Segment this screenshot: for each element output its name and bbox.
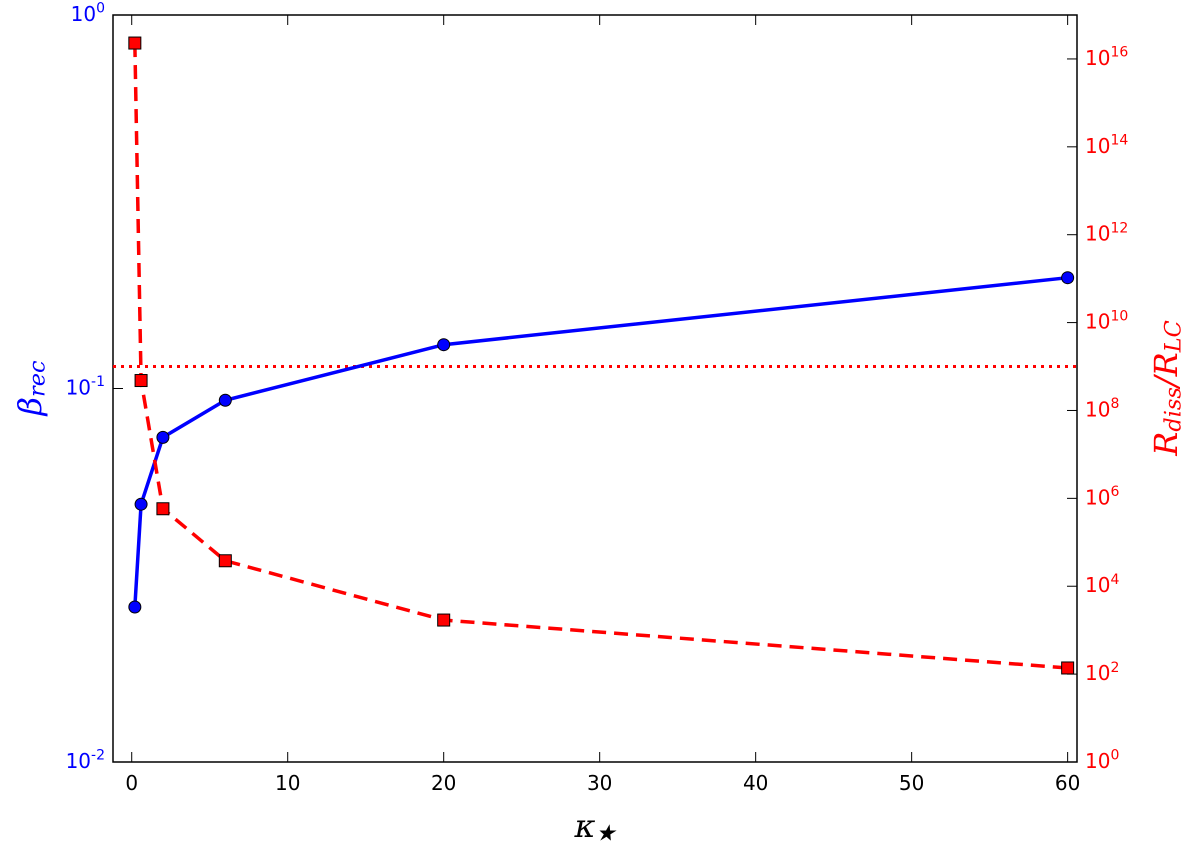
y2-tick-label: 102​ [1085,660,1119,685]
series-line [133,275,1068,608]
x-tick-label: 10 [275,771,300,795]
x-tick-label: 40 [743,771,768,795]
marker [156,502,170,516]
y-axis-label: βrec​ [11,360,51,416]
marker [128,36,142,50]
x-tick-label: 50 [899,771,924,795]
marker [134,497,148,511]
marker [156,430,170,444]
marker [1061,661,1075,675]
y2-axis-label: Rdiss​/RLC​ [1147,320,1187,456]
y-tick-label: 10-1​ [66,374,105,399]
x-tick-label: 0 [125,771,138,795]
marker [134,374,148,388]
x-tick-label: 30 [587,771,612,795]
y2-tick-label: 108​ [1085,396,1119,421]
y2-tick-label: 100​ [1085,748,1119,773]
x-tick-label: 60 [1055,771,1080,795]
x-tick-label: 20 [431,771,456,795]
y2-tick-label: 106​ [1085,484,1119,509]
y2-tick-label: 1014​ [1085,133,1128,158]
plot-frame [112,14,1078,763]
marker [1061,271,1075,285]
y2-tick-label: 1016​ [1085,45,1128,70]
marker [218,554,232,568]
marker [218,393,232,407]
y2-tick-label: 1010​ [1085,308,1128,333]
x-axis-label: κ★​ [573,807,617,847]
marker [437,338,451,352]
marker [437,613,451,627]
y2-tick-label: 104​ [1085,572,1119,597]
y-tick-label: 100​ [71,1,105,26]
y2-tick-label: 1012​ [1085,220,1128,245]
y-tick-label: 10-2​ [66,748,105,773]
marker [128,600,142,614]
series-line [133,43,1068,670]
